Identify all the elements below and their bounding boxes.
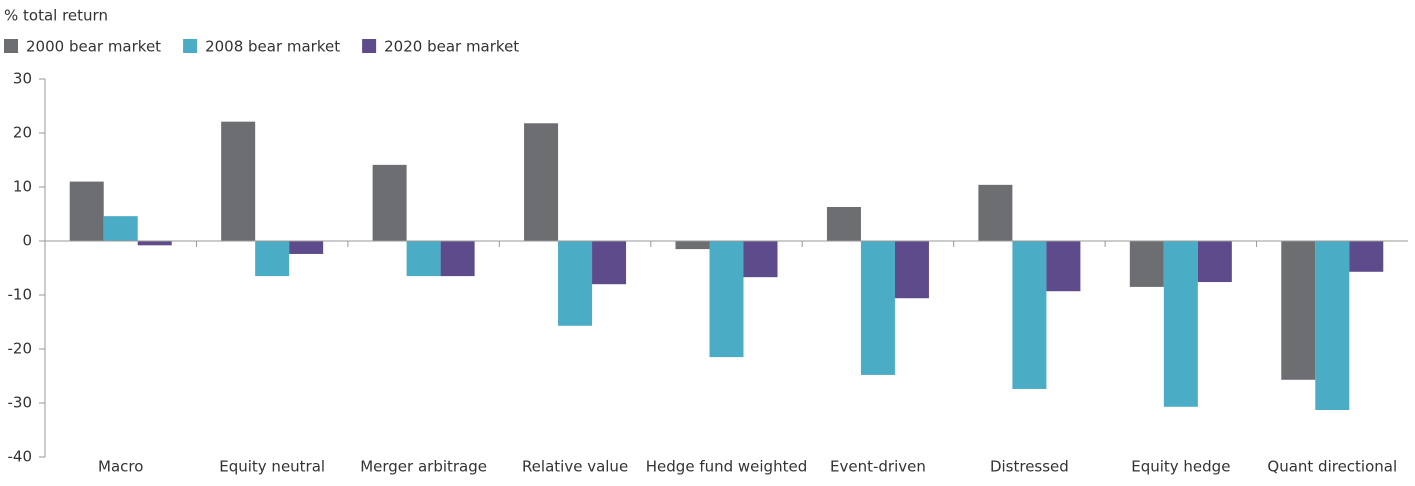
bar [1163,241,1198,407]
bar [743,241,778,278]
bar [524,123,559,241]
x-tick-label: Event-driven [830,458,926,476]
bar [709,241,744,358]
x-tick-label: Merger arbitrage [360,458,487,476]
bar [1046,241,1081,292]
y-tick-label: 30 [13,70,32,88]
bar [978,184,1013,241]
bar [137,241,172,246]
y-tick-label: -20 [8,340,33,358]
y-tick-label: 20 [13,124,32,142]
x-tick-label: Equity hedge [1131,458,1230,476]
x-tick-label: Relative value [522,458,628,476]
legend-label: 2020 bear market [384,38,519,56]
bar [1315,241,1350,411]
legend-label: 2008 bear market [205,38,340,56]
x-tick-label: Macro [98,458,143,476]
x-tick-label: Quant directional [1267,458,1397,476]
legend-swatch [4,39,18,53]
bar [1129,241,1164,287]
bar [592,241,627,285]
legend-label: 2000 bear market [26,38,161,56]
bar [255,241,290,277]
bar [103,216,138,241]
bar [406,241,441,277]
legend-swatch [362,39,377,53]
bar [558,241,593,326]
bar [221,121,256,241]
bar [826,206,861,241]
y-tick-label: -30 [8,394,33,412]
y-tick-label: 0 [22,232,32,250]
bar [372,164,407,241]
bar [1012,241,1047,389]
bar [1349,241,1384,272]
x-tick-label: Hedge fund weighted [646,458,807,476]
x-tick-label: Distressed [990,458,1069,476]
bar [69,181,104,241]
x-tick-label: Equity neutral [219,458,325,476]
bar [289,241,324,254]
bar [1197,241,1232,283]
y-tick-label: -10 [8,286,33,304]
y-tick-label: 10 [13,178,32,196]
y-tick-label: -40 [8,448,33,466]
legend-swatch [183,39,198,53]
bar [860,241,895,375]
bar [1281,241,1316,380]
y-axis-label: % total return [4,7,108,25]
bar [894,241,929,299]
bar [675,241,710,250]
bar [440,241,475,277]
